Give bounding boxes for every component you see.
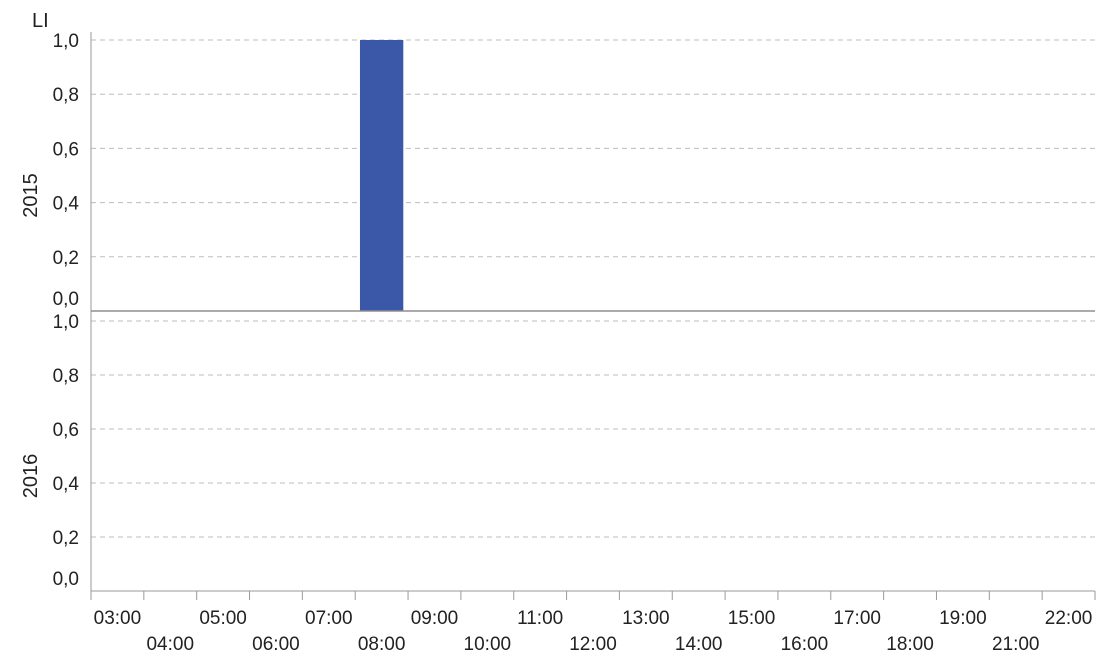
x-tick-label: 18:00 [886,634,934,655]
y-tick-label: 0,6 [53,420,79,441]
y-tick-label: 0,0 [53,569,79,590]
y-tick-label: 0,4 [53,194,80,215]
x-tick-label: 14:00 [675,634,723,655]
panel-label: 2015 [20,173,42,218]
x-tick-label: 04:00 [146,634,194,655]
x-tick-label: 16:00 [781,634,829,655]
y-tick-label: 0,0 [53,289,79,310]
x-tick-label: 09:00 [411,608,459,629]
y-tick-label: 0,8 [53,366,79,387]
y-tick-label: 0,2 [53,248,79,269]
y-tick-label: 0,6 [53,139,79,160]
x-tick-label: 19:00 [939,608,987,629]
x-tick-label: 22:00 [1045,608,1093,629]
y-tick-label: 0,2 [53,528,79,549]
bar [359,40,404,311]
y-tick-label: 1,0 [53,31,79,52]
x-tick-label: 15:00 [728,608,776,629]
x-tick-label: 06:00 [252,634,300,655]
y-tick-label: 0,4 [53,474,80,495]
x-tick-label: 07:00 [305,608,353,629]
y-tick-label: 0,8 [53,85,79,106]
panel-label: 2016 [20,454,42,499]
x-tick-label: 13:00 [622,608,670,629]
x-tick-label: 08:00 [358,634,406,655]
x-tick-label: 05:00 [199,608,247,629]
x-tick-label: 21:00 [992,634,1040,655]
x-tick-label: 10:00 [464,634,512,655]
x-tick-label: 17:00 [833,608,881,629]
x-tick-label: 11:00 [517,608,563,629]
y-tick-label: 1,0 [53,312,79,333]
x-tick-label: 12:00 [569,634,617,655]
y-axis-title: LI [32,10,49,32]
x-tick-label: 03:00 [94,608,142,629]
